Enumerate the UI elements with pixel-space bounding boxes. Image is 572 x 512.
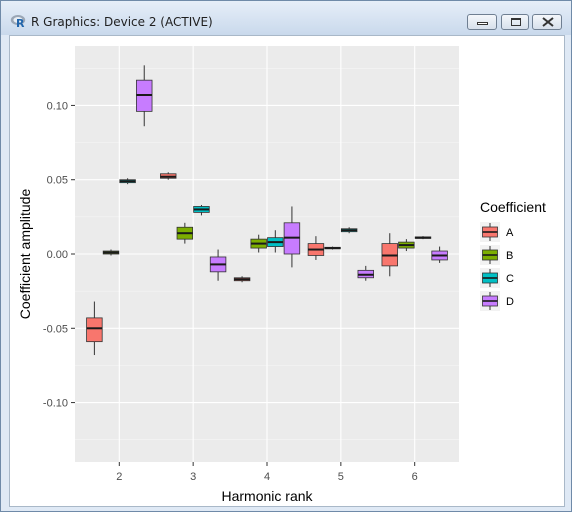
plot-area-container: -0.10 -0.05 0.00 0.05 0.10 2 3 4 5 6 Harmonic rank… xyxy=(9,35,565,507)
box-A-4 xyxy=(233,276,251,283)
box-D-3 xyxy=(209,249,227,281)
box-B-6 xyxy=(398,239,415,252)
box-B-2 xyxy=(102,249,120,256)
window-title: R Graphics: Device 2 (ACTIVE) xyxy=(31,15,213,29)
minimize-icon xyxy=(477,22,488,25)
close-icon xyxy=(542,17,554,27)
box-B-4 xyxy=(250,234,267,253)
box-C-2 xyxy=(119,178,136,185)
box-D-6 xyxy=(431,246,448,263)
box-C-5 xyxy=(340,227,358,234)
box-D-5 xyxy=(357,265,374,281)
svg-text:R: R xyxy=(16,17,25,29)
y-tick-label: 0.00 xyxy=(47,249,68,261)
legend-item-A: A xyxy=(480,222,514,242)
legend-label: C xyxy=(506,273,514,285)
box-A-5 xyxy=(307,236,325,260)
y-tick-label: 0.10 xyxy=(47,100,68,112)
maximize-button[interactable] xyxy=(501,14,529,30)
box-C-3 xyxy=(193,204,210,216)
r-logo-icon: R xyxy=(10,15,26,29)
minimize-button[interactable] xyxy=(467,14,497,30)
box-body xyxy=(86,317,103,343)
x-tick-label: 5 xyxy=(338,471,344,483)
x-tick-label: 4 xyxy=(264,471,270,483)
box-B-5 xyxy=(324,246,341,250)
box-C-4 xyxy=(267,230,284,253)
y-tick-label: -0.10 xyxy=(43,398,68,410)
boxplot-chart: -0.10 -0.05 0.00 0.05 0.10 2 3 4 5 6 Harmonic rank… xyxy=(17,46,546,504)
legend-label: B xyxy=(506,250,513,262)
legend-item-B: B xyxy=(480,245,513,265)
y-tick-label: -0.05 xyxy=(43,323,68,335)
maximize-icon xyxy=(511,18,521,26)
close-button[interactable] xyxy=(532,14,562,30)
x-axis-title: Harmonic rank xyxy=(221,488,313,504)
x-tick-label: 2 xyxy=(116,471,122,483)
title-bar[interactable]: R R Graphics: Device 2 (ACTIVE) xyxy=(1,1,571,35)
box-A-2 xyxy=(86,301,103,356)
y-tick-label: 0.05 xyxy=(47,175,68,187)
x-tick-label: 6 xyxy=(412,471,418,483)
box-C-6 xyxy=(414,236,432,240)
legend-label: A xyxy=(506,227,514,239)
x-tick-label: 3 xyxy=(190,471,196,483)
box-D-2 xyxy=(136,65,153,127)
legend-label: D xyxy=(506,296,514,308)
legend-item-C: C xyxy=(480,268,514,288)
box-A-3 xyxy=(160,172,177,180)
y-axis-title: Coefficient amplitude xyxy=(17,189,33,320)
box-B-3 xyxy=(176,222,194,244)
box-D-4 xyxy=(283,206,301,268)
box-A-6 xyxy=(381,233,398,277)
legend-item-D: D xyxy=(480,291,514,311)
legend-title: Coefficient xyxy=(480,199,546,215)
